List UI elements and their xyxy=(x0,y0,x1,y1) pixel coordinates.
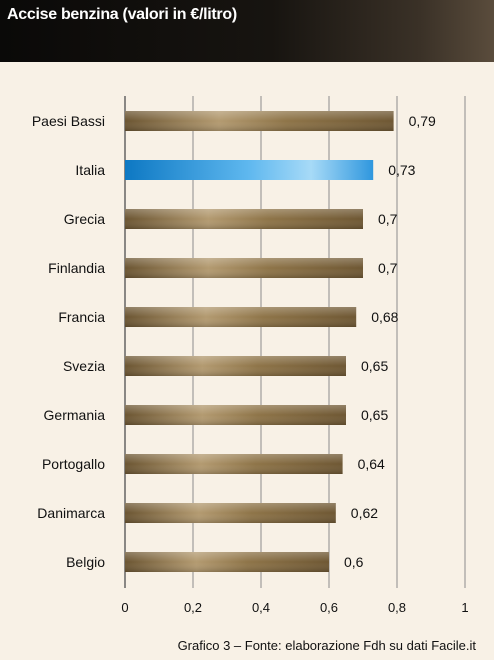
header-band: Accise benzina (valori in €/litro) xyxy=(0,0,494,62)
category-label: Danimarca xyxy=(37,505,105,521)
x-tick-label: 0 xyxy=(121,600,128,615)
x-tick-label: 1 xyxy=(461,600,468,615)
x-tick-label: 0,2 xyxy=(184,600,202,615)
category-label: Francia xyxy=(58,309,105,325)
value-label: 0,6 xyxy=(344,554,364,570)
bar-shading xyxy=(125,503,336,523)
category-label: Finlandia xyxy=(48,260,105,276)
chart-caption: Grafico 3 – Fonte: elaborazione Fdh su d… xyxy=(177,638,476,653)
chart-title: Accise benzina (valori in €/litro) xyxy=(7,6,237,23)
bar-shading xyxy=(125,307,357,327)
x-tick-label: 0,8 xyxy=(388,600,406,615)
value-label: 0,65 xyxy=(361,358,388,374)
value-label: 0,73 xyxy=(388,162,415,178)
value-label: 0,7 xyxy=(378,211,398,227)
bar-shading xyxy=(125,209,363,229)
category-label: Portogallo xyxy=(42,456,105,472)
x-tick-label: 0,4 xyxy=(252,600,270,615)
category-label: Belgio xyxy=(66,554,105,570)
category-label: Germania xyxy=(44,407,106,423)
bar-shading xyxy=(125,405,346,425)
value-label: 0,68 xyxy=(371,309,398,325)
value-label: 0,79 xyxy=(409,113,436,129)
bar xyxy=(125,160,374,180)
category-label: Italia xyxy=(75,162,105,178)
bar-shading xyxy=(125,552,329,572)
value-label: 0,7 xyxy=(378,260,398,276)
value-label: 0,64 xyxy=(358,456,385,472)
category-label: Svezia xyxy=(63,358,105,374)
value-label: 0,62 xyxy=(351,505,378,521)
category-label: Paesi Bassi xyxy=(32,113,105,129)
bar-shading xyxy=(125,356,346,376)
value-label: 0,65 xyxy=(361,407,388,423)
category-label: Grecia xyxy=(64,211,105,227)
bar-shading xyxy=(125,258,363,278)
bar-shading xyxy=(125,454,343,474)
x-tick-label: 0,6 xyxy=(320,600,338,615)
bar-shading xyxy=(125,111,394,131)
